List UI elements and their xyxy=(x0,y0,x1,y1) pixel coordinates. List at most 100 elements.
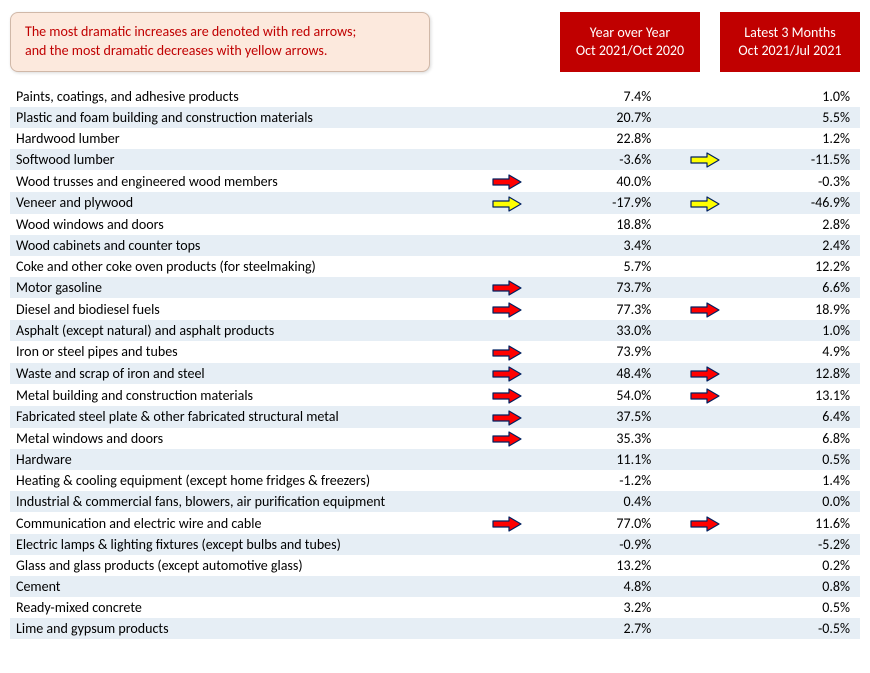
l3m-arrow-cell xyxy=(683,149,727,171)
row-label: Veneer and plywood xyxy=(10,192,485,214)
l3m-value: 6.8% xyxy=(727,428,860,450)
yoy-value: 22.8% xyxy=(529,128,661,149)
row-label: Wood cabinets and counter tops xyxy=(10,235,485,256)
yoy-arrow-cell xyxy=(485,298,529,320)
row-label: Softwood lumber xyxy=(10,149,485,171)
l3m-value: 2.4% xyxy=(727,235,860,256)
l3m-value: 11.6% xyxy=(727,512,860,534)
yoy-arrow-cell xyxy=(485,192,529,214)
l3m-value: 0.2% xyxy=(727,555,860,576)
l3m-value: 1.0% xyxy=(727,320,860,341)
row-label: Asphalt (except natural) and asphalt pro… xyxy=(10,320,485,341)
spacer xyxy=(661,597,683,618)
yoy-value: 13.2% xyxy=(529,555,661,576)
row-label: Coke and other coke oven products (for s… xyxy=(10,256,485,277)
table-row: Wood trusses and engineered wood members… xyxy=(10,170,860,192)
table-row: Wood cabinets and counter tops 3.4% 2.4% xyxy=(10,235,860,256)
spacer xyxy=(661,428,683,450)
row-label: Hardwood lumber xyxy=(10,128,485,149)
note-line2: and the most dramatic decreases with yel… xyxy=(25,42,415,61)
yoy-arrow-cell xyxy=(485,149,529,171)
yoy-arrow-cell xyxy=(485,618,529,639)
yoy-value: 11.1% xyxy=(529,449,661,470)
l3m-arrow-cell xyxy=(683,384,727,406)
table-row: Fabricated steel plate & other fabricate… xyxy=(10,406,860,428)
spacer xyxy=(661,128,683,149)
l3m-value: -0.3% xyxy=(727,170,860,192)
yoy-arrow-cell xyxy=(485,341,529,363)
yoy-arrow-cell xyxy=(485,256,529,277)
yoy-arrow-cell xyxy=(485,384,529,406)
increase-arrow-icon xyxy=(492,366,522,382)
yoy-value: 0.4% xyxy=(529,491,661,512)
row-label: Wood windows and doors xyxy=(10,214,485,235)
table-row: Plastic and foam building and constructi… xyxy=(10,107,860,128)
yoy-arrow-cell xyxy=(485,491,529,512)
spacer xyxy=(661,86,683,107)
l3m-arrow-cell xyxy=(683,470,727,491)
table-row: Motor gasoline73.7%6.6% xyxy=(10,277,860,299)
row-label: Electric lamps & lighting fixtures (exce… xyxy=(10,534,485,555)
yoy-value: 77.3% xyxy=(529,298,661,320)
table-row: Ready-mixed concrete3.2%0.5% xyxy=(10,597,860,618)
l3m-value: 2.8% xyxy=(727,214,860,235)
l3m-arrow-cell xyxy=(683,406,727,428)
yoy-value: 77.0% xyxy=(529,512,661,534)
row-label: Wood trusses and engineered wood members xyxy=(10,170,485,192)
spacer xyxy=(661,170,683,192)
table-row: Heating & cooling equipment (except home… xyxy=(10,470,860,491)
increase-arrow-icon xyxy=(690,516,720,532)
table-row: Metal building and construction material… xyxy=(10,384,860,406)
increase-arrow-icon xyxy=(690,366,720,382)
l3m-header-line1: Latest 3 Months xyxy=(726,24,854,42)
row-label: Ready-mixed concrete xyxy=(10,597,485,618)
spacer xyxy=(661,384,683,406)
table-row: Glass and glass products (except automot… xyxy=(10,555,860,576)
table-row: Iron or steel pipes and tubes73.9%4.9% xyxy=(10,341,860,363)
yoy-value: 33.0% xyxy=(529,320,661,341)
table-row: Softwood lumber-3.6%-11.5% xyxy=(10,149,860,171)
l3m-value: -5.2% xyxy=(727,534,860,555)
col-header-yoy: Year over Year Oct 2021/Oct 2020 xyxy=(560,12,700,72)
l3m-value: 0.5% xyxy=(727,449,860,470)
spacer xyxy=(661,555,683,576)
yoy-arrow-cell xyxy=(485,555,529,576)
yoy-arrow-cell xyxy=(485,235,529,256)
table-row: Paints, coatings, and adhesive products7… xyxy=(10,86,860,107)
increase-arrow-icon xyxy=(492,410,522,426)
table-row: Hardware 11.1% 0.5% xyxy=(10,449,860,470)
row-label: Hardware xyxy=(10,449,485,470)
spacer xyxy=(661,341,683,363)
table-row: Veneer and plywood-17.9%-46.9% xyxy=(10,192,860,214)
yoy-arrow-cell xyxy=(485,512,529,534)
spacer xyxy=(661,149,683,171)
spacer xyxy=(661,277,683,299)
yoy-value: 73.7% xyxy=(529,277,661,299)
yoy-value: 3.4% xyxy=(529,235,661,256)
spacer xyxy=(661,618,683,639)
decrease-arrow-icon xyxy=(492,196,522,212)
spacer xyxy=(661,576,683,597)
header-gap xyxy=(430,12,550,72)
l3m-value: 0.5% xyxy=(727,597,860,618)
l3m-arrow-cell xyxy=(683,235,727,256)
table-row: Industrial & commercial fans, blowers, a… xyxy=(10,491,860,512)
increase-arrow-icon xyxy=(492,388,522,404)
l3m-value: 0.0% xyxy=(727,491,860,512)
yoy-arrow-cell xyxy=(485,170,529,192)
row-label: Iron or steel pipes and tubes xyxy=(10,341,485,363)
table-row: Wood windows and doors18.8%2.8% xyxy=(10,214,860,235)
l3m-arrow-cell xyxy=(683,256,727,277)
yoy-value: 20.7% xyxy=(529,107,661,128)
yoy-value: -0.9% xyxy=(529,534,661,555)
table-row: Lime and gypsum products2.7%-0.5% xyxy=(10,618,860,639)
spacer xyxy=(661,406,683,428)
yoy-arrow-cell xyxy=(485,449,529,470)
yoy-arrow-cell xyxy=(485,534,529,555)
spacer xyxy=(661,512,683,534)
yoy-value: 37.5% xyxy=(529,406,661,428)
yoy-header-line1: Year over Year xyxy=(566,24,694,42)
l3m-value: 18.9% xyxy=(727,298,860,320)
l3m-arrow-cell xyxy=(683,170,727,192)
l3m-value: -0.5% xyxy=(727,618,860,639)
